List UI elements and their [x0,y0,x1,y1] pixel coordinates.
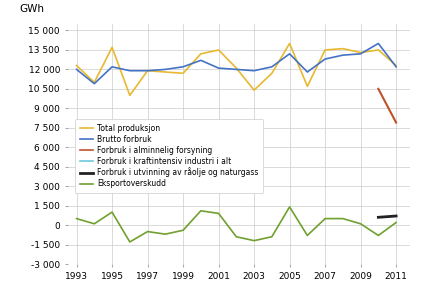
Legend: Total produksjon, Brutto forbruk, Forbruk i alminnelig forsyning, Forbruk i kraf: Total produksjon, Brutto forbruk, Forbru… [75,119,263,193]
Text: GWh: GWh [20,4,45,14]
